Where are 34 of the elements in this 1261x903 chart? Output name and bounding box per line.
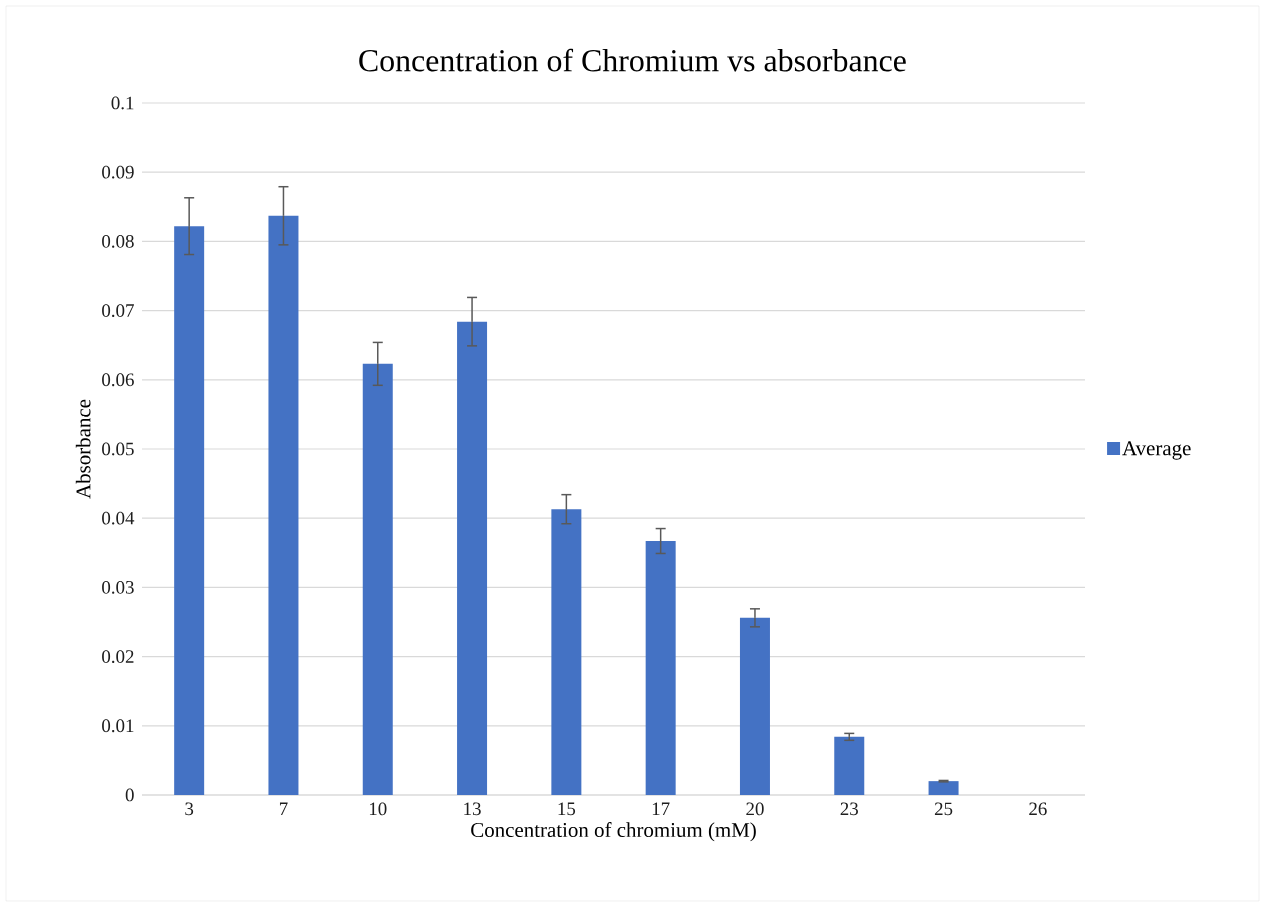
- y-tick-label: 0.06: [102, 373, 134, 387]
- y-tick-label: 0.1: [111, 96, 134, 110]
- legend-label: Average: [1122, 441, 1191, 460]
- bar: [645, 541, 676, 795]
- bar: [457, 321, 488, 795]
- bar: [551, 509, 582, 795]
- y-tick-label: 0.07: [102, 304, 134, 318]
- x-tick-label: 13: [464, 802, 481, 816]
- y-tick-label: 0.05: [102, 442, 134, 456]
- x-tick-label: 23: [840, 802, 858, 816]
- y-tick-label: 0.09: [102, 165, 134, 179]
- y-tick-label: 0.01: [102, 719, 134, 733]
- y-axis-title: Absorbance: [75, 399, 91, 499]
- bar: [928, 781, 959, 795]
- bar: [739, 617, 770, 795]
- x-tick-label: 7: [279, 802, 288, 815]
- bar: [834, 736, 865, 795]
- x-tick-label: 25: [934, 802, 953, 816]
- x-tick-label: 20: [746, 802, 764, 816]
- x-tick-label: 3: [185, 802, 194, 816]
- x-tick-label: 10: [369, 802, 387, 816]
- bar: [362, 363, 393, 795]
- x-tick-label: 15: [558, 802, 576, 816]
- x-tick-label: 26: [1029, 802, 1047, 816]
- bar: [174, 226, 205, 795]
- x-axis-title: Concentration of chromium (mM): [471, 822, 756, 842]
- y-tick-label: 0.03: [102, 580, 134, 594]
- y-tick-label: 0.08: [102, 234, 134, 248]
- y-tick-label: 0: [125, 788, 134, 802]
- y-tick-label: 0.04: [102, 511, 135, 525]
- y-tick-label: 0.02: [102, 650, 134, 664]
- x-tick-label: 17: [652, 802, 670, 815]
- bar: [268, 215, 299, 795]
- chart-title: Concentration of Chromium vs absorbance: [359, 48, 906, 72]
